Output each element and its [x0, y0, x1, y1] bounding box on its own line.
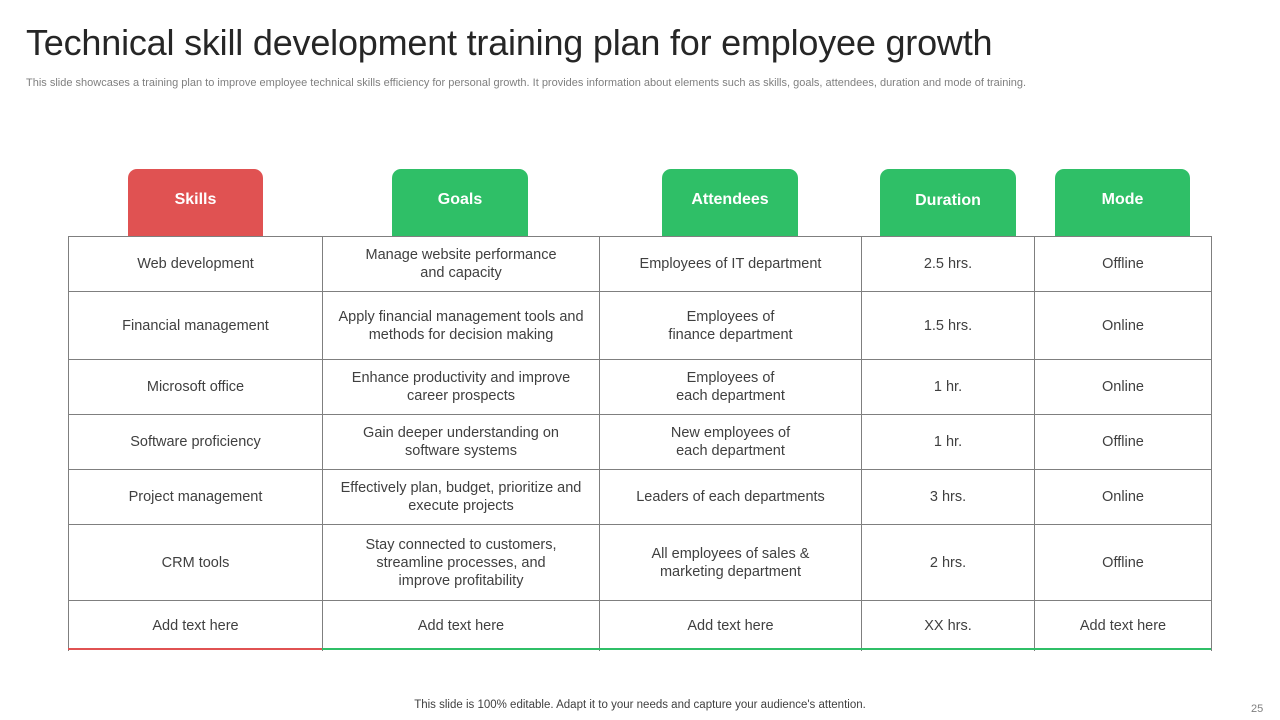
header-tab-attendees: Attendees: [662, 169, 798, 236]
cell-skill: Project management: [68, 469, 323, 525]
cell-duration: 1.5 hrs.: [861, 291, 1035, 360]
cell-skill: CRM tools: [68, 524, 323, 601]
cell-duration: 3 hrs.: [861, 469, 1035, 525]
header-label-mode: Mode: [1101, 191, 1144, 208]
cell-attendees: New employees of each department: [599, 414, 862, 470]
cell-mode: Add text here: [1034, 600, 1212, 651]
table-row: Web development Manage website performanc…: [68, 236, 1212, 292]
header-label-goals: Goals: [437, 191, 483, 208]
training-plan-table: Web development Manage website performanc…: [68, 236, 1212, 651]
cell-duration: 1 hr.: [861, 414, 1035, 470]
cell-skill: Software proficiency: [68, 414, 323, 470]
cell-mode: Offline: [1034, 236, 1212, 292]
cell-goal: Manage website performance and capacity: [322, 236, 600, 292]
header-label-duration: Duration: [915, 192, 981, 209]
green-columns-underline: [322, 648, 1211, 650]
header-tab-mode: Mode: [1055, 169, 1190, 236]
cell-goal: Gain deeper understanding on software sys…: [322, 414, 600, 470]
cell-mode: Offline: [1034, 414, 1212, 470]
cell-goal: Effectively plan, budget, prioritize and…: [322, 469, 600, 525]
cell-mode: Online: [1034, 359, 1212, 415]
cell-skill: Add text here: [68, 600, 323, 651]
cell-attendees: Employees of finance department: [599, 291, 862, 360]
cell-mode: Offline: [1034, 524, 1212, 601]
cell-attendees: All employees of sales & marketing depart…: [599, 524, 862, 601]
cell-mode: Online: [1034, 291, 1212, 360]
header-tab-goals: Goals: [392, 169, 528, 236]
cell-attendees: Employees of IT department: [599, 236, 862, 292]
footer-note: This slide is 100% editable. Adapt it to…: [414, 699, 866, 711]
table-row: Software proficiency Gain deeper understa…: [68, 414, 1212, 470]
cell-skill: Microsoft office: [68, 359, 323, 415]
cell-attendees: Add text here: [599, 600, 862, 651]
table-body: Web development Manage website performanc…: [68, 236, 1212, 651]
table-row: Project management Effectively plan, budg…: [68, 469, 1212, 525]
table-row: Microsoft office Enhance productivity and…: [68, 359, 1212, 415]
header-tab-skills: Skills: [128, 169, 263, 236]
page-number: 25: [1251, 703, 1264, 715]
cell-duration: 2.5 hrs.: [861, 236, 1035, 292]
slide-title: Technical skill development training pla…: [26, 22, 993, 63]
cell-duration: XX hrs.: [861, 600, 1035, 651]
slide-subtitle: This slide showcases a training plan to …: [26, 77, 1027, 89]
header-label-skills: Skills: [174, 191, 217, 208]
cell-goal: Add text here: [322, 600, 600, 651]
cell-skill: Financial management: [68, 291, 323, 360]
table-row: Financial management Apply financial mana…: [68, 291, 1212, 360]
cell-skill: Web development: [68, 236, 323, 292]
skills-column-underline: [68, 648, 322, 650]
cell-mode: Online: [1034, 469, 1212, 525]
cell-goal: Stay connected to customers, streamline p…: [322, 524, 600, 601]
cell-goal: Enhance productivity and improve career p…: [322, 359, 600, 415]
header-label-attendees: Attendees: [691, 191, 769, 208]
header-tab-duration: Duration: [880, 169, 1016, 236]
cell-duration: 1 hr.: [861, 359, 1035, 415]
cell-attendees: Employees of each department: [599, 359, 862, 415]
cell-goal: Apply financial management tools and meth…: [322, 291, 600, 360]
cell-duration: 2 hrs.: [861, 524, 1035, 601]
table-row: Add text here Add text here Add text here X…: [68, 600, 1212, 651]
cell-attendees: Leaders of each departments: [599, 469, 862, 525]
table-row: CRM tools Stay connected to customers, str…: [68, 524, 1212, 601]
